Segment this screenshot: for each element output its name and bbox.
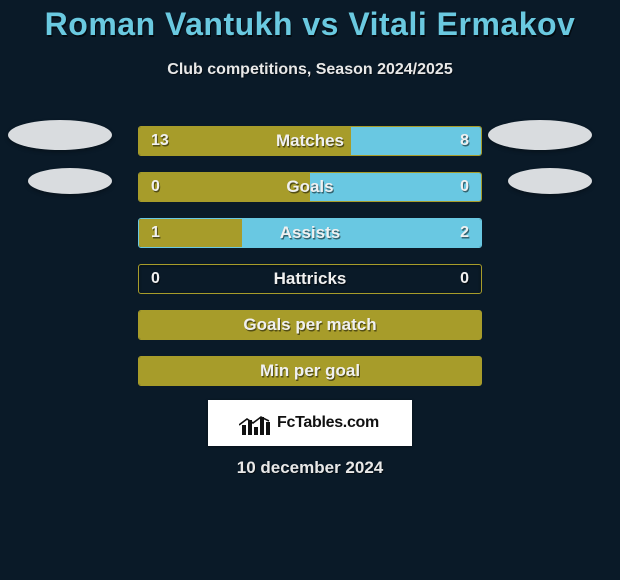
bar-fill-solid bbox=[139, 357, 481, 385]
stat-bar: Min per goal bbox=[138, 356, 482, 386]
bar-fill-left bbox=[139, 219, 242, 247]
stat-row: Min per goal bbox=[0, 349, 620, 395]
bar-fill-right bbox=[310, 173, 481, 201]
stat-bar: 138Matches bbox=[138, 126, 482, 156]
bar-fill-left bbox=[139, 173, 310, 201]
vs-label: vs bbox=[302, 6, 339, 42]
stat-label: Hattricks bbox=[139, 265, 481, 293]
page-title: Roman Vantukh vs Vitali Ermakov bbox=[0, 6, 620, 43]
bar-fill-right bbox=[351, 127, 481, 155]
player2-name: Vitali Ermakov bbox=[348, 6, 575, 42]
stat-bar: 00Goals bbox=[138, 172, 482, 202]
stat-bar: 0 0Hattricks bbox=[138, 264, 482, 294]
player2-photo-placeholder bbox=[508, 168, 592, 194]
player2-photo-placeholder bbox=[488, 120, 592, 150]
bar-fill-solid bbox=[139, 311, 481, 339]
stat-rows: 138Matches 00Goals 12Assists 0 0Hattricks Goa… bbox=[0, 119, 620, 395]
bar-fill-left bbox=[139, 127, 351, 155]
watermark: FcTables.com bbox=[208, 400, 412, 446]
player1-photo-placeholder bbox=[8, 120, 112, 150]
stat-bar: 12Assists bbox=[138, 218, 482, 248]
stat-bar: Goals per match bbox=[138, 310, 482, 340]
stat-row: 12Assists bbox=[0, 211, 620, 257]
stat-row: 0 0Hattricks bbox=[0, 257, 620, 303]
player1-name: Roman Vantukh bbox=[45, 6, 293, 42]
date-label: 10 december 2024 bbox=[0, 458, 620, 478]
subtitle: Club competitions, Season 2024/2025 bbox=[0, 61, 620, 79]
player1-photo-placeholder bbox=[28, 168, 112, 194]
chart-icon bbox=[241, 411, 271, 435]
stat-row: Goals per match bbox=[0, 303, 620, 349]
chart-icon-bar bbox=[254, 427, 258, 435]
chart-icon-line bbox=[239, 415, 271, 427]
watermark-text: FcTables.com bbox=[277, 414, 379, 432]
bar-fill-right bbox=[242, 219, 481, 247]
stat-value-left: 0 bbox=[151, 265, 160, 293]
stat-value-right: 0 bbox=[460, 265, 469, 293]
comparison-infographic: Roman Vantukh vs Vitali Ermakov Club com… bbox=[0, 0, 620, 580]
